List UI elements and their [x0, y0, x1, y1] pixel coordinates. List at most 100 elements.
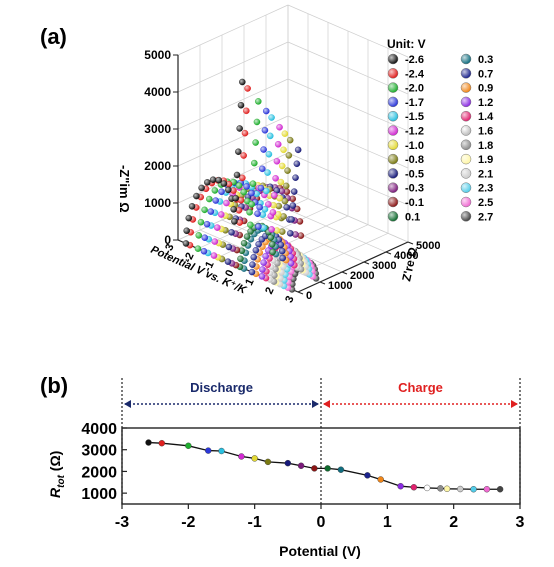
spectrum-point	[273, 158, 281, 165]
legend-marker	[387, 211, 399, 222]
legend-entry: -0.3	[405, 183, 424, 195]
legend-entry: 1.4	[478, 111, 494, 123]
potential-tick-label: 1	[243, 277, 256, 288]
spectrum-point	[284, 167, 291, 174]
legend-marker	[387, 139, 399, 151]
rtot-point	[483, 486, 491, 493]
spectrum-point	[279, 254, 286, 262]
spectrum-point	[281, 197, 289, 205]
spectrum-point	[228, 229, 235, 236]
spectrum-point	[232, 194, 239, 202]
spectrum-point	[263, 187, 270, 195]
spectrum-point	[198, 184, 205, 192]
legend-entry: -1.2	[405, 126, 424, 138]
legend-marker	[460, 139, 472, 151]
rtot-point	[337, 466, 345, 473]
spectrum-point	[223, 199, 230, 207]
spectrum-point	[197, 218, 205, 226]
spectrum-point	[283, 204, 290, 211]
spectrum-point	[294, 146, 302, 154]
rtot-point	[423, 484, 431, 492]
legend-marker	[460, 53, 472, 65]
spectrum-point	[249, 261, 256, 268]
rtot-point	[470, 486, 477, 493]
spectrum-point	[282, 182, 290, 190]
spectrum-point	[243, 183, 250, 190]
legend-entry: -2.4	[405, 68, 425, 80]
spectrum-point	[194, 245, 202, 252]
spectrum--1.7	[200, 107, 270, 255]
legend-marker	[460, 196, 472, 208]
zre-tick-label: 2000	[350, 270, 374, 282]
rtot-point	[251, 455, 258, 462]
legend: -2.6 -2.4 -2.0 -1.7 -1.5 -1.2 -1.0 -0.8 -0.5 -0.3…	[387, 53, 494, 223]
spectrum-point	[235, 182, 243, 189]
spectrum-point	[220, 180, 228, 187]
spectrum-point	[215, 176, 223, 184]
spectrum-point	[288, 216, 295, 223]
legend-entry: -0.5	[405, 168, 424, 180]
x-tick-label: 3	[516, 514, 525, 531]
spectrum-point	[260, 146, 267, 153]
legend-marker	[460, 68, 472, 79]
spectrum-point	[200, 248, 208, 255]
spectrum-point	[248, 268, 256, 276]
spectrum-point	[225, 186, 232, 194]
legend-marker	[460, 211, 472, 222]
spectrum-point	[235, 148, 242, 155]
spectrum-point	[280, 146, 287, 154]
spectrum-point	[281, 130, 289, 137]
spectrum-point	[255, 240, 262, 248]
legend-entry: -1.5	[405, 111, 424, 123]
spectrum-point	[265, 201, 272, 208]
rtot-point	[185, 442, 192, 450]
z-tick-label: 3000	[144, 122, 171, 136]
y-tick-label: 1000	[81, 486, 117, 503]
spectrum-point	[237, 101, 245, 109]
z-tick-label: 0	[164, 233, 171, 247]
arrowhead	[312, 400, 319, 408]
spectrum-point	[211, 187, 219, 194]
spectrum-point	[263, 107, 270, 115]
spectrum-point	[256, 204, 263, 211]
legend-marker	[387, 96, 399, 108]
legend-title: Unit: V	[387, 37, 426, 51]
rtot-point	[264, 458, 272, 466]
spectrum-point	[269, 209, 277, 216]
legend-marker	[460, 168, 472, 179]
potential-tick-label: 2	[263, 286, 276, 297]
spectrum-point	[268, 241, 276, 248]
spectrum--2.6	[182, 78, 246, 247]
spectrum-point	[193, 192, 200, 200]
z-tick-label: 4000	[144, 85, 171, 99]
z-tick-label: 1000	[144, 196, 171, 210]
spectrum-point	[292, 174, 299, 181]
spectrum-point	[183, 227, 190, 235]
rtot-point	[145, 439, 152, 446]
impedance-spectra	[182, 78, 320, 293]
spectrum-point	[249, 180, 257, 187]
region-label: Charge	[398, 380, 443, 395]
zre-tick-label: 4000	[394, 250, 418, 262]
spectrum-point	[285, 152, 293, 159]
spectrum-point	[293, 160, 301, 168]
z-axis-ticks: 0 1000 2000 3000 4000 5000	[144, 48, 178, 247]
spectrum-point	[276, 123, 283, 131]
spectrum-point	[252, 247, 260, 254]
rtot-point	[238, 453, 245, 460]
spectrum-point	[250, 253, 258, 261]
spectrum-point	[255, 223, 262, 230]
potential-tick-label: -3	[162, 242, 177, 256]
y-tick-label: 2000	[81, 464, 117, 481]
rtot-point	[205, 447, 212, 454]
rtot-point	[443, 485, 451, 492]
spectrum-point	[240, 152, 247, 159]
rtot-point	[158, 440, 166, 447]
spectrum-point	[286, 136, 294, 144]
legend-entry: 0.9	[478, 83, 493, 95]
spectrum-point	[201, 206, 208, 214]
rtot-line	[148, 441, 501, 490]
potential-tick-label: 3	[283, 294, 296, 305]
spectrum-point	[271, 192, 278, 199]
